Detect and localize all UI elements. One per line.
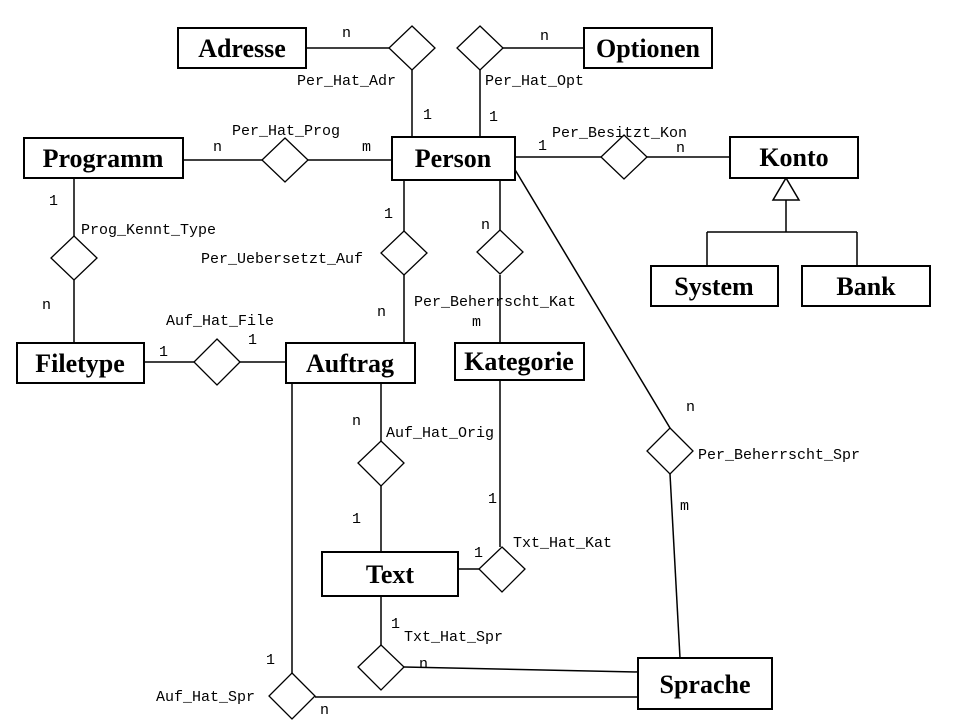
entity-sprache: Sprache [637, 657, 773, 710]
entity-programm-label: Programm [43, 144, 164, 173]
rel-auf-hat-file [193, 338, 241, 386]
entity-filetype: Filetype [16, 342, 145, 384]
card-kon-person: 1 [538, 138, 547, 155]
card-spr-person: n [686, 399, 695, 416]
rel-label-per-hat-adr: Per_Hat_Adr [297, 73, 396, 90]
rel-per-beherrscht-kat [476, 229, 524, 275]
rel-label-auf-hat-file: Auf_Hat_File [166, 313, 274, 330]
card-orig-auftrag: n [352, 413, 361, 430]
rel-label-prog-kennt-type: Prog_Kennt_Type [81, 222, 216, 239]
entity-bank: Bank [801, 265, 931, 307]
rel-label-per-besitzt-kon: Per_Besitzt_Kon [552, 125, 687, 142]
entity-konto: Konto [729, 136, 859, 179]
rel-auf-hat-orig [357, 440, 405, 487]
card-txtspr-sprache: n [419, 656, 428, 673]
rel-per-hat-prog [261, 137, 309, 183]
rel-label-per-uebersetzt-auf: Per_Uebersetzt_Auf [201, 251, 363, 268]
entity-adresse: Adresse [177, 27, 307, 69]
rel-label-per-beherrscht-spr: Per_Beherrscht_Spr [698, 447, 860, 464]
rel-prog-kennt-type [50, 235, 98, 281]
entity-person: Person [391, 136, 516, 181]
entity-konto-label: Konto [759, 143, 828, 172]
rel-txt-hat-kat [478, 546, 526, 593]
entity-adresse-label: Adresse [198, 34, 286, 63]
card-adr-adresse: n [342, 25, 351, 42]
card-prog-person: m [362, 139, 371, 156]
entity-person-label: Person [415, 144, 492, 173]
entity-sprache-label: Sprache [660, 670, 751, 699]
entity-filetype-label: Filetype [35, 349, 125, 378]
card-aufspr-sprache: n [320, 702, 329, 719]
entity-programm: Programm [23, 137, 184, 179]
inheritance-triangle [771, 176, 801, 201]
rel-label-per-hat-opt: Per_Hat_Opt [485, 73, 584, 90]
card-prog-programm: n [213, 139, 222, 156]
card-file-filetype: 1 [159, 344, 168, 361]
entity-text-label: Text [366, 560, 414, 589]
entity-optionen: Optionen [583, 27, 713, 69]
rel-label-auf-hat-spr: Auf_Hat_Spr [156, 689, 255, 706]
card-opt-person: 1 [489, 109, 498, 126]
rel-per-hat-opt [456, 25, 504, 71]
card-kon-konto: n [676, 140, 685, 157]
card-kat-person: n [481, 217, 490, 234]
connector-lines [73, 47, 858, 698]
rel-auf-hat-spr [268, 672, 316, 720]
entity-kategorie-label: Kategorie [464, 347, 574, 376]
card-aufspr-auftrag: 1 [266, 652, 275, 669]
entity-system: System [650, 265, 779, 307]
entity-auftrag: Auftrag [285, 342, 416, 384]
card-txtkat-kategorie: 1 [488, 491, 497, 508]
rel-label-per-hat-prog: Per_Hat_Prog [232, 123, 340, 140]
card-kennt-filetype: n [42, 297, 51, 314]
entity-bank-label: Bank [836, 272, 896, 301]
rel-per-besitzt-kon [600, 134, 648, 180]
rel-per-hat-adr [388, 25, 436, 71]
card-orig-text: 1 [352, 511, 361, 528]
card-txtkat-text: 1 [474, 545, 483, 562]
card-adr-person: 1 [423, 107, 432, 124]
rel-per-beherrscht-spr [646, 427, 694, 475]
card-kat-kategorie: m [472, 314, 481, 331]
entity-system-label: System [674, 272, 754, 301]
entity-optionen-label: Optionen [596, 34, 701, 63]
rel-label-txt-hat-kat: Txt_Hat_Kat [513, 535, 612, 552]
card-spr-sprache: m [680, 498, 689, 515]
rel-label-txt-hat-spr: Txt_Hat_Spr [404, 629, 503, 646]
rel-label-auf-hat-orig: Auf_Hat_Orig [386, 425, 494, 442]
rel-label-per-beherrscht-kat: Per_Beherrscht_Kat [414, 294, 576, 311]
entity-kategorie: Kategorie [454, 342, 585, 381]
card-uebers-person: 1 [384, 206, 393, 223]
card-opt-optionen: n [540, 28, 549, 45]
entity-text: Text [321, 551, 459, 597]
rel-txt-hat-spr [357, 644, 405, 691]
card-uebers-auftrag: n [377, 304, 386, 321]
card-file-auftrag: 1 [248, 332, 257, 349]
entity-auftrag-label: Auftrag [306, 349, 394, 378]
rel-per-uebersetzt-auf [380, 230, 428, 276]
card-kennt-programm: 1 [49, 193, 58, 210]
card-txtspr-text: 1 [391, 616, 400, 633]
